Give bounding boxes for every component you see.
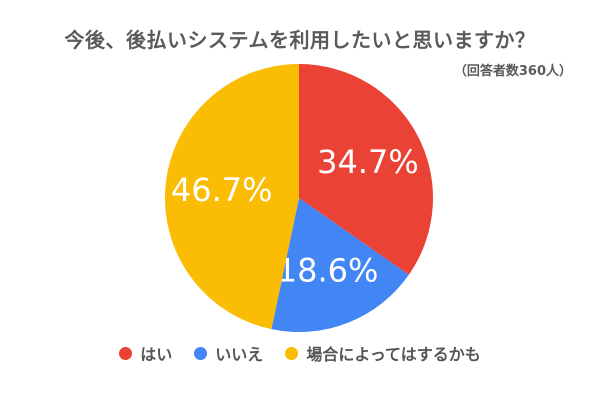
data-label-no: 18.6% (277, 251, 379, 289)
chart-title: 今後、後払いシステムを利用したいと思いますか？ (64, 28, 536, 52)
legend-item-no: いいえ (194, 341, 263, 365)
legend-label-maybe: 場合によってはするかも (306, 345, 481, 364)
legend-item-maybe: 場合によってはするかも (285, 341, 481, 365)
legend-label-yes: はい (140, 345, 173, 364)
legend-swatch-no (194, 346, 208, 360)
pie-slice-yes (299, 64, 433, 275)
pie-slice-maybe (164, 64, 299, 330)
legend-label-no: いいえ (215, 345, 264, 364)
legend-swatch-maybe (285, 346, 299, 360)
data-label-yes: 34.7% (317, 143, 419, 181)
legend-item-yes: はい (119, 341, 172, 365)
pie-slice-no (271, 198, 409, 333)
legend-swatch-yes (119, 346, 133, 360)
chart-subtitle: （回答者数360人） (453, 64, 572, 79)
data-label-maybe: 46.7% (171, 171, 273, 209)
legend: はい いいえ 場合によってはするかも (0, 341, 600, 365)
